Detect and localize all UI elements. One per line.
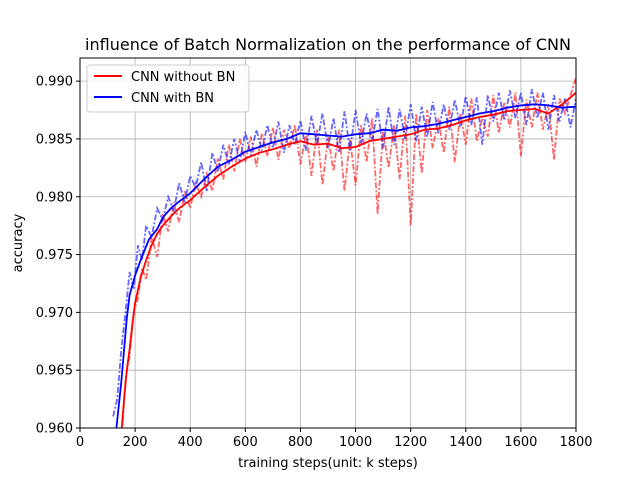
series-line-with-bn [115, 103, 576, 428]
plot-frame [79, 57, 577, 429]
y-tick-label: 0.975 [36, 248, 73, 263]
x-tick-label: 400 [178, 435, 203, 450]
y-tick-label: 0.970 [36, 306, 73, 321]
y-tick-label: 0.965 [36, 364, 73, 379]
y-tick-label: 0.980 [36, 190, 73, 205]
legend-label-with-bn: CNN with BN [131, 91, 214, 106]
x-tick-label: 1600 [504, 435, 537, 450]
x-tick-label: 800 [288, 435, 313, 450]
x-tick-label: 200 [123, 435, 148, 450]
x-tick-label: 600 [233, 435, 258, 450]
x-tick-label: 1200 [394, 435, 427, 450]
x-axis-ticks: 0 200 400 600 800 1000 1200 1400 1600 1800 [76, 428, 593, 450]
raw-series-layer [112, 77, 576, 428]
raw-line-with-bn [112, 89, 576, 417]
smoothed-series-layer [115, 92, 576, 428]
x-tick-label: 1400 [449, 435, 482, 450]
x-tick-label: 1800 [559, 435, 592, 450]
y-tick-label: 0.960 [36, 422, 73, 437]
y-tick-label: 0.985 [36, 132, 73, 147]
x-tick-label: 0 [76, 435, 84, 450]
series-line-without-bn [120, 92, 576, 428]
chart-title: influence of Batch Normalization on the … [85, 35, 571, 54]
y-axis-label: accuracy [11, 213, 26, 272]
x-tick-label: 1000 [339, 435, 372, 450]
legend-box [86, 64, 250, 113]
x-axis-label: training steps(unit: k steps) [238, 456, 418, 471]
legend: CNN without BN CNN with BN [86, 64, 250, 113]
y-axis-ticks: 0.960 0.965 0.970 0.975 0.980 0.985 0.990 [36, 75, 80, 437]
legend-label-without-bn: CNN without BN [131, 70, 235, 85]
y-tick-label: 0.990 [36, 75, 73, 90]
